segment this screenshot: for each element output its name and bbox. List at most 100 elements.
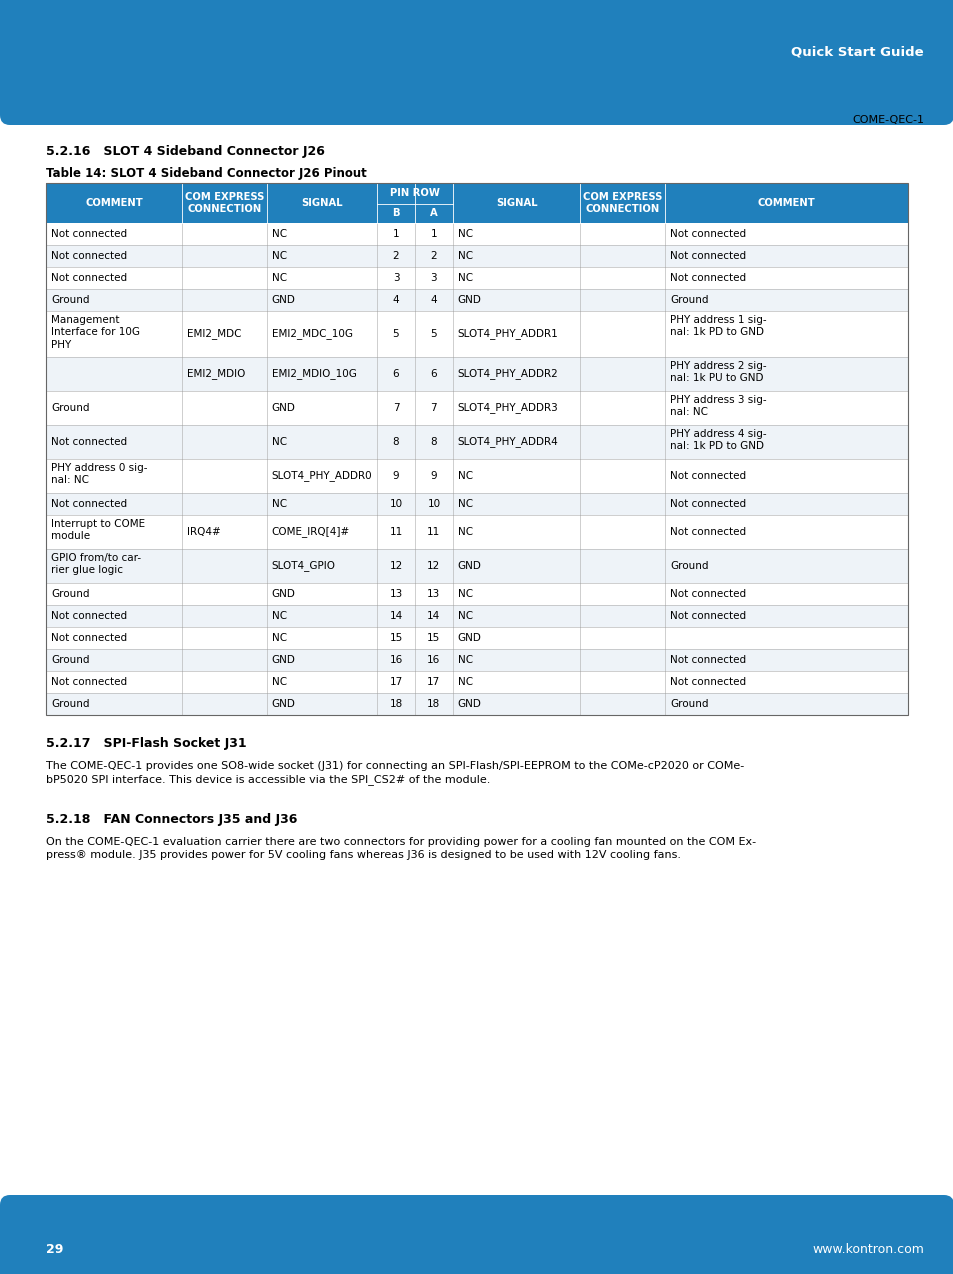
Text: 12: 12: [389, 561, 402, 571]
Text: SIGNAL: SIGNAL: [301, 197, 342, 208]
Text: Not connected: Not connected: [669, 612, 745, 620]
Text: GND: GND: [272, 655, 295, 665]
Text: 9: 9: [430, 471, 436, 482]
Text: EMI2_MDIO_10G: EMI2_MDIO_10G: [272, 368, 356, 380]
Text: NC: NC: [457, 499, 473, 510]
Text: Not connected: Not connected: [51, 633, 127, 643]
Bar: [46, 648, 907, 671]
Text: 7: 7: [393, 403, 399, 413]
Text: Not connected: Not connected: [51, 273, 127, 283]
Text: 3: 3: [430, 273, 436, 283]
Text: PHY address 3 sig-
nal: NC: PHY address 3 sig- nal: NC: [669, 395, 766, 418]
Text: Ground: Ground: [669, 699, 708, 710]
Text: GND: GND: [272, 699, 295, 710]
Text: COME-QEC-1: COME-QEC-1: [851, 115, 923, 125]
Text: SLOT4_PHY_ADDR3: SLOT4_PHY_ADDR3: [457, 403, 558, 414]
Text: 8: 8: [430, 437, 436, 447]
Text: Interrupt to COME
module: Interrupt to COME module: [51, 519, 145, 541]
Bar: [46, 493, 907, 515]
Text: SIGNAL: SIGNAL: [496, 197, 537, 208]
Text: 1: 1: [393, 229, 399, 240]
Text: Management
Interface for 10G
PHY: Management Interface for 10G PHY: [51, 315, 140, 350]
Text: Table 14: SLOT 4 Sideband Connector J26 Pinout: Table 14: SLOT 4 Sideband Connector J26 …: [46, 167, 366, 180]
Text: GND: GND: [272, 589, 295, 599]
Text: Not connected: Not connected: [669, 527, 745, 538]
Text: Not connected: Not connected: [669, 251, 745, 261]
Text: 5: 5: [393, 329, 399, 339]
Text: NC: NC: [457, 612, 473, 620]
Text: Not connected: Not connected: [669, 471, 745, 482]
Text: Ground: Ground: [51, 699, 90, 710]
Text: Not connected: Not connected: [51, 676, 127, 687]
Text: 15: 15: [389, 633, 402, 643]
Text: 4: 4: [393, 296, 399, 304]
Text: NC: NC: [272, 633, 287, 643]
Text: A: A: [430, 209, 437, 218]
Text: 16: 16: [427, 655, 440, 665]
Text: Not connected: Not connected: [669, 499, 745, 510]
Text: 17: 17: [427, 676, 440, 687]
Text: EMI2_MDIO: EMI2_MDIO: [187, 368, 245, 380]
Text: NC: NC: [457, 273, 473, 283]
Bar: [0, 1226, 953, 1274]
Text: 9: 9: [393, 471, 399, 482]
Bar: [46, 357, 907, 391]
Text: 10: 10: [389, 499, 402, 510]
Text: 15: 15: [427, 633, 440, 643]
Bar: [46, 549, 907, 583]
Text: PHY address 4 sig-
nal: 1k PD to GND: PHY address 4 sig- nal: 1k PD to GND: [669, 429, 766, 451]
Bar: [46, 183, 907, 223]
Text: NC: NC: [457, 471, 473, 482]
Text: Not connected: Not connected: [51, 612, 127, 620]
Text: GND: GND: [457, 699, 481, 710]
Text: 5.2.18   FAN Connectors J35 and J36: 5.2.18 FAN Connectors J35 and J36: [46, 813, 297, 826]
Text: Not connected: Not connected: [669, 676, 745, 687]
Text: NC: NC: [457, 251, 473, 261]
Text: SLOT4_PHY_ADDR0: SLOT4_PHY_ADDR0: [272, 470, 372, 482]
Text: Not connected: Not connected: [51, 251, 127, 261]
Text: GND: GND: [272, 403, 295, 413]
Text: 5: 5: [430, 329, 436, 339]
Text: COM EXPRESS
CONNECTION: COM EXPRESS CONNECTION: [582, 192, 661, 214]
Text: 2: 2: [393, 251, 399, 261]
Text: SLOT4_GPIO: SLOT4_GPIO: [272, 561, 335, 572]
Text: Not connected: Not connected: [669, 655, 745, 665]
Text: B: B: [392, 209, 399, 218]
Bar: [46, 391, 907, 426]
Bar: [46, 426, 907, 459]
Text: On the COME-QEC-1 evaluation carrier there are two connectors for providing powe: On the COME-QEC-1 evaluation carrier the…: [46, 837, 756, 860]
Text: Ground: Ground: [51, 589, 90, 599]
Text: GND: GND: [457, 633, 481, 643]
Text: 13: 13: [427, 589, 440, 599]
Text: NC: NC: [272, 273, 287, 283]
Text: EMI2_MDC_10G: EMI2_MDC_10G: [272, 329, 353, 339]
Text: NC: NC: [272, 612, 287, 620]
Text: Not connected: Not connected: [51, 437, 127, 447]
Text: Not connected: Not connected: [51, 229, 127, 240]
Text: EMI2_MDC: EMI2_MDC: [187, 329, 241, 339]
Text: Not connected: Not connected: [669, 589, 745, 599]
Bar: [46, 459, 907, 493]
Text: Not connected: Not connected: [51, 499, 127, 510]
Text: 8: 8: [393, 437, 399, 447]
Text: Quick Start Guide: Quick Start Guide: [791, 46, 923, 59]
Text: 6: 6: [393, 369, 399, 378]
Bar: [46, 627, 907, 648]
Text: 3: 3: [393, 273, 399, 283]
Text: 18: 18: [389, 699, 402, 710]
Text: NC: NC: [457, 229, 473, 240]
Bar: [46, 311, 907, 357]
Text: 1: 1: [430, 229, 436, 240]
Text: 18: 18: [427, 699, 440, 710]
Text: PHY address 1 sig-
nal: 1k PD to GND: PHY address 1 sig- nal: 1k PD to GND: [669, 315, 766, 338]
Text: NC: NC: [272, 251, 287, 261]
Text: 2: 2: [430, 251, 436, 261]
Text: Ground: Ground: [669, 561, 708, 571]
Text: GND: GND: [457, 296, 481, 304]
Text: GPIO from/to car-
rier glue logic: GPIO from/to car- rier glue logic: [51, 553, 141, 576]
Text: 13: 13: [389, 589, 402, 599]
Bar: [46, 268, 907, 289]
Text: NC: NC: [457, 589, 473, 599]
Text: NC: NC: [272, 229, 287, 240]
Text: NC: NC: [272, 499, 287, 510]
